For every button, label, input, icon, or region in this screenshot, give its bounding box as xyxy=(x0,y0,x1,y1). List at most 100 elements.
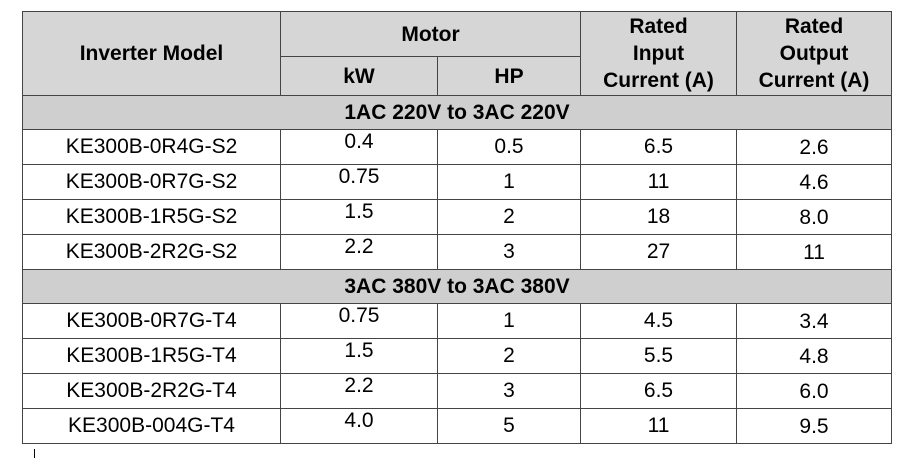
table-row: KE300B-0R7G-S2 0.75 1 11 4.6 xyxy=(22,164,893,200)
header-output-line-1: Rated xyxy=(784,15,844,38)
cell-kw-value: 0.4 xyxy=(344,130,374,153)
cell-kw-value: 2.2 xyxy=(344,374,374,397)
cell-output-value: 4.6 xyxy=(799,171,829,194)
cell-kw: 1.5 xyxy=(280,338,438,374)
cell-input-value: 6.5 xyxy=(643,379,674,402)
cell-hp-value: 5 xyxy=(503,414,515,437)
section-title: 3AC 380V to 3AC 380V xyxy=(21,269,893,304)
cell-kw-value: 2.2 xyxy=(344,235,374,258)
cell-input-value: 4.5 xyxy=(643,309,674,332)
cell-output-value: 2.6 xyxy=(799,136,829,159)
cell-input-value: 27 xyxy=(646,240,671,263)
cell-input: 6.5 xyxy=(580,373,738,409)
cell-kw: 0.4 xyxy=(280,129,438,165)
table-row: KE300B-0R7G-T4 0.75 1 4.5 3.4 xyxy=(22,303,893,339)
table-row: KE300B-1R5G-T4 1.5 2 5.5 4.8 xyxy=(22,338,893,374)
header-hp: HP xyxy=(436,56,582,96)
cell-output: 8.0 xyxy=(736,199,893,235)
cell-output: 11 xyxy=(736,234,893,270)
cell-model-value: KE300B-2R2G-S2 xyxy=(65,240,238,263)
cell-kw-value: 1.5 xyxy=(344,200,374,223)
table-row: KE300B-0R4G-S2 0.4 0.5 6.5 2.6 xyxy=(22,129,893,165)
cell-model: KE300B-0R4G-S2 xyxy=(22,129,281,165)
margin-mark xyxy=(34,449,35,458)
cell-model-value: KE300B-004G-T4 xyxy=(68,414,235,437)
cell-kw: 4.0 xyxy=(280,408,438,444)
cell-output: 3.4 xyxy=(736,303,893,339)
cell-input: 11 xyxy=(580,408,738,444)
cell-kw-value: 0.75 xyxy=(338,304,380,327)
table-header: Inverter Model Motor Rated Input Current… xyxy=(22,11,893,96)
cell-hp: 2 xyxy=(436,199,582,235)
cell-hp: 5 xyxy=(436,408,582,444)
section-title: 1AC 220V to 3AC 220V xyxy=(21,95,893,130)
cell-model-value: KE300B-0R7G-T4 xyxy=(66,309,237,332)
cell-hp: 1 xyxy=(436,303,582,339)
table-row: KE300B-2R2G-S2 2.2 3 27 11 xyxy=(22,234,893,270)
cell-input-value: 11 xyxy=(647,170,670,193)
cell-hp-value: 1 xyxy=(503,170,515,193)
cell-hp-value: 2 xyxy=(503,344,515,367)
cell-input-value: 5.5 xyxy=(643,344,674,367)
cell-hp-value: 3 xyxy=(503,240,515,263)
cell-output: 4.6 xyxy=(736,164,893,200)
cell-input: 27 xyxy=(580,234,738,270)
header-input-line-3: Current (A) xyxy=(603,69,714,92)
section-row: 1AC 220V to 3AC 220V xyxy=(21,95,893,130)
cell-kw: 0.75 xyxy=(280,164,438,200)
cell-model: KE300B-1R5G-S2 xyxy=(22,199,281,235)
header-rated-output-current: Rated Output Current (A) xyxy=(736,11,893,96)
cell-model: KE300B-004G-T4 xyxy=(22,408,281,444)
cell-kw: 1.5 xyxy=(280,199,438,235)
header-rated-input-current: Rated Input Current (A) xyxy=(580,11,738,96)
header-kw: kW xyxy=(280,56,438,96)
cell-output: 9.5 xyxy=(736,408,893,444)
header-input-line-2: Input xyxy=(632,42,685,65)
cell-kw: 0.75 xyxy=(280,303,438,339)
cell-model: KE300B-1R5G-T4 xyxy=(22,338,281,374)
cell-kw-value: 1.5 xyxy=(344,339,374,362)
cell-hp-value: 0.5 xyxy=(494,135,524,158)
cell-output-value: 6.0 xyxy=(799,380,829,403)
cell-output-value: 3.4 xyxy=(799,310,829,333)
cell-hp: 3 xyxy=(436,373,582,409)
cell-input: 4.5 xyxy=(580,303,738,339)
cell-model: KE300B-0R7G-T4 xyxy=(22,303,281,339)
cell-model-value: KE300B-1R5G-S2 xyxy=(65,205,238,228)
cell-kw: 2.2 xyxy=(280,373,438,409)
cell-hp-value: 2 xyxy=(503,205,515,228)
header-output-line-2: Output xyxy=(779,42,849,65)
cell-input: 6.5 xyxy=(580,129,738,165)
cell-hp: 2 xyxy=(436,338,582,374)
cell-kw-value: 0.75 xyxy=(338,165,380,188)
table-row: KE300B-1R5G-S2 1.5 2 18 8.0 xyxy=(22,199,893,235)
cell-model-value: KE300B-1R5G-T4 xyxy=(66,344,237,367)
cell-model-value: KE300B-0R4G-S2 xyxy=(65,135,238,158)
cell-output: 6.0 xyxy=(736,373,893,409)
cell-model-value: KE300B-0R7G-S2 xyxy=(65,170,238,193)
cell-hp: 3 xyxy=(436,234,582,270)
cell-input: 11 xyxy=(580,164,738,200)
cell-output-value: 4.8 xyxy=(799,345,829,368)
header-output-line-3: Current (A) xyxy=(758,69,870,92)
cell-model: KE300B-2R2G-T4 xyxy=(22,373,281,409)
header-motor: Motor xyxy=(279,11,582,57)
cell-model: KE300B-0R7G-S2 xyxy=(22,164,281,200)
cell-input: 18 xyxy=(580,199,738,235)
cell-hp: 0.5 xyxy=(436,129,582,165)
cell-kw: 2.2 xyxy=(280,234,438,270)
table-body: 1AC 220V to 3AC 220V KE300B-0R4G-S2 0.4 0.5… xyxy=(21,95,893,444)
cell-input-value: 18 xyxy=(646,205,671,228)
section-row: 3AC 380V to 3AC 380V xyxy=(21,269,893,304)
cell-model-value: KE300B-2R2G-T4 xyxy=(66,379,237,402)
inverter-spec-table: Inverter Model Motor Rated Input Current… xyxy=(21,11,893,444)
cell-output: 4.8 xyxy=(736,338,893,374)
cell-kw-value: 4.0 xyxy=(344,409,374,432)
cell-output: 2.6 xyxy=(736,129,893,165)
cell-hp-value: 1 xyxy=(503,309,515,332)
cell-model: KE300B-2R2G-S2 xyxy=(22,234,281,270)
cell-output-value: 9.5 xyxy=(799,415,829,438)
cell-input-value: 6.5 xyxy=(643,135,674,158)
cell-hp-value: 3 xyxy=(503,379,515,402)
header-input-line-1: Rated xyxy=(629,15,688,38)
